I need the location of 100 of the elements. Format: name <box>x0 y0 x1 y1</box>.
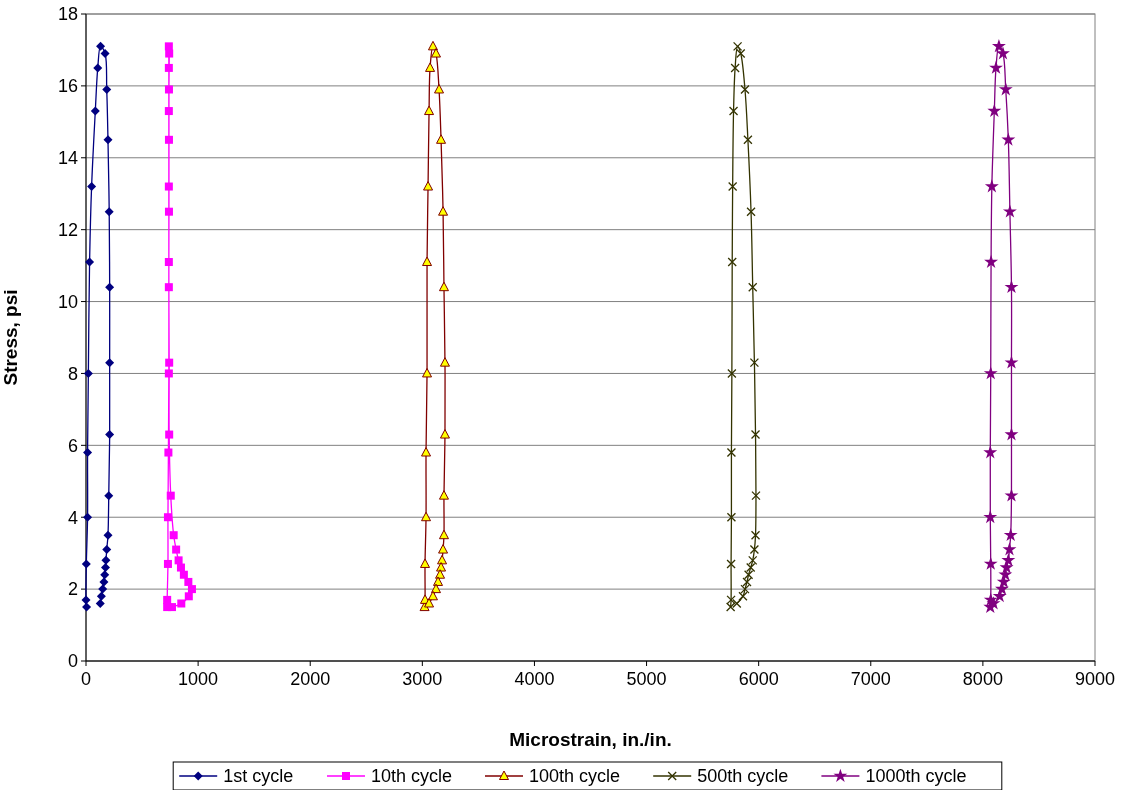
point <box>434 83 445 94</box>
point <box>177 599 186 608</box>
point <box>726 512 737 522</box>
point <box>184 592 193 601</box>
point <box>750 429 761 440</box>
point <box>991 39 1006 53</box>
point <box>726 595 736 605</box>
point <box>983 556 998 570</box>
point <box>166 491 175 500</box>
point <box>436 134 447 144</box>
point <box>102 545 112 555</box>
point <box>423 181 434 191</box>
point <box>187 585 196 594</box>
point <box>438 490 449 500</box>
y-tick-label: 16 <box>57 76 78 97</box>
y-tick-label: 14 <box>57 148 78 169</box>
point <box>103 530 113 540</box>
point <box>439 357 450 367</box>
point <box>431 48 442 58</box>
y-tick-label: 8 <box>67 363 78 384</box>
point <box>172 545 181 554</box>
y-tick-label: 0 <box>67 651 78 672</box>
point <box>424 597 435 608</box>
point <box>164 63 173 72</box>
point <box>163 513 172 522</box>
point <box>749 544 760 555</box>
point <box>98 584 108 594</box>
point <box>184 577 193 586</box>
point <box>727 368 737 379</box>
point <box>438 544 449 554</box>
point <box>433 576 444 586</box>
point <box>743 570 754 580</box>
point <box>1003 527 1018 542</box>
point <box>749 358 760 368</box>
y-tick-label: 10 <box>57 291 78 312</box>
point <box>996 46 1010 60</box>
x-tick-label: 5000 <box>626 669 667 689</box>
point <box>1002 542 1017 556</box>
point <box>164 42 173 51</box>
point <box>732 598 742 609</box>
point <box>96 591 106 601</box>
point <box>164 448 173 457</box>
y-tick-label: 2 <box>67 579 78 600</box>
point <box>438 281 449 292</box>
point <box>167 603 176 612</box>
point <box>165 49 174 58</box>
point <box>738 591 748 601</box>
point <box>163 595 172 604</box>
point <box>746 207 756 217</box>
point <box>82 602 92 612</box>
point <box>105 282 115 292</box>
legend-label: 1000th cycle <box>865 766 967 787</box>
x-axis-title: Microstrain, in./in. <box>509 729 672 750</box>
point <box>1002 204 1017 218</box>
point <box>179 570 188 579</box>
point <box>164 182 173 191</box>
point <box>748 555 758 566</box>
point <box>101 555 111 565</box>
point <box>165 430 174 439</box>
point <box>437 554 448 565</box>
point <box>104 491 114 501</box>
point <box>743 135 753 145</box>
point <box>105 358 115 368</box>
point <box>422 256 433 267</box>
point <box>726 447 737 458</box>
point <box>421 511 432 522</box>
point <box>728 181 738 192</box>
point <box>435 569 446 579</box>
point <box>983 366 998 380</box>
x-tick-label: 2000 <box>290 669 331 689</box>
point <box>740 584 750 594</box>
point <box>93 63 103 73</box>
point <box>100 570 110 580</box>
point <box>983 509 998 524</box>
point <box>165 358 174 367</box>
point <box>984 179 999 193</box>
point <box>726 559 736 569</box>
point <box>81 595 91 605</box>
x-tick-label: 4000 <box>514 669 555 689</box>
point <box>431 583 442 594</box>
point <box>95 598 105 608</box>
x-tick-label: 0 <box>80 669 92 689</box>
point <box>1004 355 1019 369</box>
point <box>1004 427 1019 441</box>
point <box>96 41 106 51</box>
point <box>100 49 110 59</box>
point <box>998 82 1013 96</box>
point <box>164 85 173 94</box>
point <box>728 106 739 116</box>
point <box>421 447 432 457</box>
point <box>746 562 756 573</box>
point <box>422 367 433 378</box>
x-tick-label: 9000 <box>1074 669 1116 689</box>
point <box>90 106 100 116</box>
legend-label: 500th cycle <box>697 766 789 787</box>
point <box>103 135 113 145</box>
point <box>81 559 91 569</box>
point <box>101 563 111 573</box>
x-tick-label: 8000 <box>962 669 1003 689</box>
point <box>748 282 758 292</box>
